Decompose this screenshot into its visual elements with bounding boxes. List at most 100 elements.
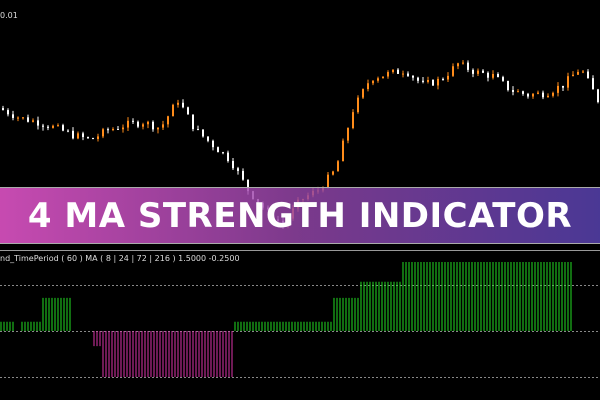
candle-body <box>407 73 409 76</box>
candle-body <box>42 125 44 127</box>
candle-body <box>62 125 64 131</box>
candle-body <box>137 121 139 127</box>
candle-body <box>592 78 594 90</box>
candle-body <box>432 80 434 86</box>
candle-body <box>187 107 189 115</box>
candle-body <box>47 126 49 128</box>
candle-body <box>402 73 404 75</box>
candle-body <box>72 130 74 139</box>
candle-body <box>417 77 419 81</box>
candle-body <box>492 73 494 78</box>
candle-body <box>197 129 199 131</box>
candle-body <box>342 140 344 162</box>
candle-body <box>447 75 449 80</box>
candle-body <box>82 133 84 138</box>
candle-body <box>167 116 169 125</box>
candle-body <box>122 127 124 130</box>
candle-body <box>182 102 184 108</box>
candle-body <box>52 125 54 128</box>
candle-body <box>242 170 244 180</box>
candle-body <box>362 89 364 98</box>
candle-body <box>217 147 219 153</box>
candle-body <box>77 133 79 139</box>
candle-body <box>367 83 369 90</box>
candle-body <box>457 63 459 67</box>
candle-body <box>552 92 554 96</box>
candle-body <box>332 171 334 175</box>
candle-body <box>502 77 504 81</box>
candle-body <box>587 71 589 79</box>
candle-body <box>7 110 9 115</box>
candle-body <box>452 66 454 76</box>
candle-body <box>212 140 214 148</box>
candle-body <box>572 74 574 77</box>
candle-body <box>327 174 329 188</box>
candle-body <box>147 121 149 125</box>
candle-body <box>352 112 354 129</box>
candle-body <box>517 91 519 93</box>
candle-body <box>92 138 94 140</box>
candle-body <box>57 125 59 127</box>
candle-body <box>562 85 564 88</box>
candle-body <box>227 152 229 161</box>
candle-body <box>192 114 194 130</box>
candle-body <box>467 62 469 70</box>
candle-body <box>527 93 529 97</box>
candle-body <box>547 95 549 98</box>
candle-body <box>557 85 559 93</box>
candle-body <box>157 127 159 130</box>
candle-body <box>97 136 99 139</box>
candle-body <box>32 120 34 122</box>
candle-body <box>127 120 129 128</box>
candle-body <box>12 114 14 118</box>
candle-body <box>567 76 569 88</box>
candle-body <box>357 97 359 113</box>
candle-body <box>507 80 509 91</box>
candle-body <box>397 69 399 74</box>
candle-body <box>162 124 164 128</box>
candle-body <box>2 108 4 111</box>
candle-body <box>537 92 539 94</box>
candle-body <box>337 161 339 172</box>
candle-body <box>577 71 579 75</box>
candle-body <box>207 136 209 141</box>
candle-body <box>422 80 424 82</box>
indicator-header: nd_TimePeriod ( 60 ) MA ( 8 | 24 | 72 | … <box>0 254 240 263</box>
candle-body <box>347 128 349 141</box>
candle-body <box>382 76 384 79</box>
candle-body <box>87 137 89 139</box>
candle-body <box>172 104 174 117</box>
candle-body <box>497 73 499 78</box>
candle-body <box>37 120 39 126</box>
candle-body <box>107 129 109 131</box>
candle-body <box>117 128 119 130</box>
candle-body <box>462 62 464 64</box>
candle-body <box>17 117 19 119</box>
candle-body <box>437 78 439 86</box>
banner-title: 4 MA STRENGTH INDICATOR <box>27 195 573 236</box>
candle-body <box>522 91 524 94</box>
candle-body <box>372 80 374 84</box>
candle-body <box>202 129 204 137</box>
candle-body <box>597 89 599 103</box>
candle-body <box>412 75 414 78</box>
candle-body <box>377 78 379 81</box>
candle-body <box>232 160 234 169</box>
candle-body <box>132 120 134 122</box>
candle-body <box>177 102 179 105</box>
candle-body <box>112 128 114 131</box>
candle-body <box>237 168 239 171</box>
candle-body <box>247 179 249 192</box>
candle-body <box>22 117 24 119</box>
candle-body <box>542 92 544 98</box>
candle-body <box>477 70 479 74</box>
candle-body <box>487 72 489 78</box>
candle-body <box>392 69 394 73</box>
candle-body <box>582 71 584 73</box>
price-axis-label: 0.01 <box>0 11 18 20</box>
candle-body <box>442 78 444 80</box>
candle-body <box>27 117 29 122</box>
candle-body <box>427 80 429 82</box>
